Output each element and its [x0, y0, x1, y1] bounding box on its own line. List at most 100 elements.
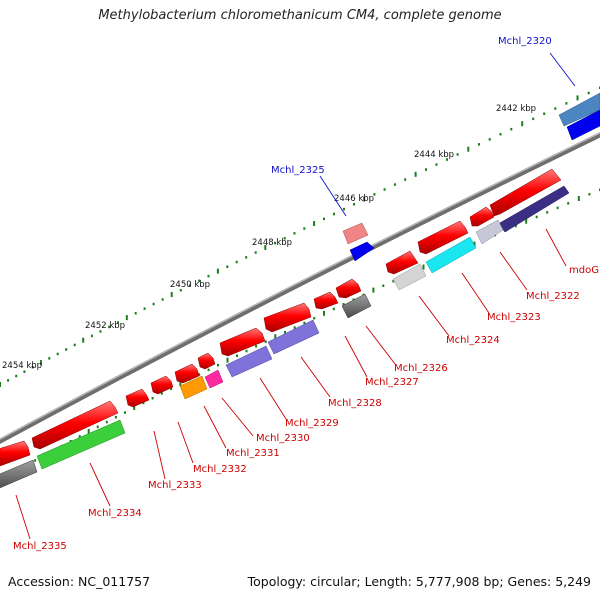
gene-label-mchl-2320[interactable]: Mchl_2320 — [498, 36, 552, 47]
gene-feature[interactable] — [150, 375, 174, 395]
gene-label-mchl-2335[interactable]: Mchl_2335 — [13, 541, 67, 552]
scale-tick — [142, 401, 145, 405]
gene-feature[interactable] — [0, 440, 31, 467]
gene-feature[interactable] — [417, 220, 469, 255]
scale-tick — [179, 289, 182, 292]
scale-tick — [425, 168, 427, 171]
scale-tick — [488, 138, 491, 141]
gene-label-mchl-2323[interactable]: Mchl_2323 — [487, 312, 541, 323]
leader-line — [300, 356, 331, 398]
gene-feature[interactable] — [469, 206, 495, 227]
gene-label-mchl-2326[interactable]: Mchl_2326 — [394, 363, 448, 374]
scale-tick — [254, 251, 257, 254]
scale-tick — [414, 171, 417, 177]
leader-line — [319, 175, 347, 217]
gene-feature[interactable] — [425, 236, 477, 274]
gene-feature[interactable] — [179, 375, 208, 400]
scale-tick — [114, 416, 117, 419]
scale-tick — [90, 334, 93, 338]
gene-feature[interactable] — [489, 168, 562, 217]
scale-tick — [245, 349, 248, 353]
scale-tick — [96, 425, 99, 429]
label-leader-lines — [15, 52, 576, 540]
gene-label-mchl-2322[interactable]: Mchl_2322 — [526, 291, 580, 302]
scale-tick — [161, 298, 164, 301]
scale-tick — [514, 224, 517, 228]
scale-tick — [576, 95, 579, 101]
gene-feature[interactable] — [263, 302, 312, 333]
leader-line — [177, 421, 194, 464]
scale-tick — [565, 102, 568, 105]
gene-label-mchl-2329[interactable]: Mchl_2329 — [285, 418, 339, 429]
gene-label-mchl-2331[interactable]: Mchl_2331 — [226, 448, 280, 459]
scale-tick — [467, 146, 470, 152]
scale-tick — [383, 188, 386, 191]
scale-tick — [473, 241, 476, 247]
gene-label-mchl-2333[interactable]: Mchl_2333 — [148, 480, 202, 491]
gene-feature[interactable] — [558, 92, 600, 127]
scale-tick — [56, 352, 59, 356]
gene-feature[interactable] — [204, 369, 224, 389]
gene-feature[interactable] — [0, 459, 38, 490]
scale-tick — [160, 392, 163, 395]
gene-label-mchl-2330[interactable]: Mchl_2330 — [256, 433, 310, 444]
scale-tick — [284, 331, 286, 334]
gene-feature[interactable] — [566, 109, 600, 141]
gene-label-mdog[interactable]: mdoG — [569, 265, 599, 276]
gene-label-mchl-2334[interactable]: Mchl_2334 — [88, 508, 142, 519]
scale-tick — [82, 337, 85, 343]
accession-text: Accession: NC_011757 — [8, 574, 151, 589]
gene-feature[interactable] — [341, 293, 372, 319]
forward-strand-genes — [0, 168, 562, 467]
gene-feature[interactable] — [31, 400, 119, 450]
scale-ticks-outer — [0, 86, 600, 387]
gene-label-mchl-2332[interactable]: Mchl_2332 — [193, 464, 247, 475]
scale-tick — [48, 357, 51, 360]
scale-tick — [556, 206, 559, 210]
gene-feature[interactable] — [36, 419, 126, 470]
scale-tick — [392, 279, 395, 283]
gene-feature[interactable] — [475, 219, 504, 245]
scale-tick — [15, 374, 18, 378]
leader-line — [153, 430, 166, 480]
gene-feature[interactable] — [267, 319, 320, 355]
scale-tick — [143, 307, 146, 310]
scale-tick — [217, 363, 219, 367]
gene-label-mchl-2328[interactable]: Mchl_2328 — [328, 398, 382, 409]
scale-tick — [133, 405, 136, 410]
gene-feature[interactable] — [385, 250, 419, 275]
scale-tick — [353, 203, 356, 206]
scale-tick — [226, 357, 229, 363]
scale-tick — [108, 325, 111, 329]
scale-tick — [170, 387, 173, 390]
scale-label: 2448 kbp — [252, 238, 292, 248]
scale-label: 2444 kbp — [414, 150, 454, 160]
gene-feature[interactable] — [219, 327, 266, 357]
scale-tick — [198, 279, 201, 283]
gene-label-mchl-2327[interactable]: Mchl_2327 — [365, 377, 419, 388]
gene-feature[interactable] — [349, 241, 375, 262]
scale-tick — [352, 298, 355, 301]
gene-feature[interactable] — [225, 345, 273, 378]
gene-feature[interactable] — [174, 363, 200, 384]
leader-line — [344, 335, 368, 378]
outer-genes — [342, 92, 600, 262]
gene-feature[interactable] — [392, 263, 427, 291]
gene-label-mchl-2325[interactable]: Mchl_2325 — [271, 165, 325, 176]
map-title: Methylobacterium chloromethanicum CM4, c… — [98, 8, 502, 23]
scale-tick — [313, 317, 316, 320]
gene-label-mchl-2324[interactable]: Mchl_2324 — [446, 335, 500, 346]
scale-tick — [422, 264, 425, 270]
gene-feature[interactable] — [313, 291, 339, 310]
gene-feature[interactable] — [335, 278, 362, 299]
scale-tick — [274, 334, 277, 340]
scale-tick — [235, 260, 238, 264]
scale-tick — [40, 360, 42, 366]
gene-feature[interactable] — [197, 352, 216, 370]
scale-tick — [207, 274, 210, 278]
gene-feature[interactable] — [125, 388, 150, 408]
gene-feature[interactable] — [342, 222, 369, 245]
scale-tick — [179, 381, 182, 387]
scale-tick — [456, 153, 459, 156]
